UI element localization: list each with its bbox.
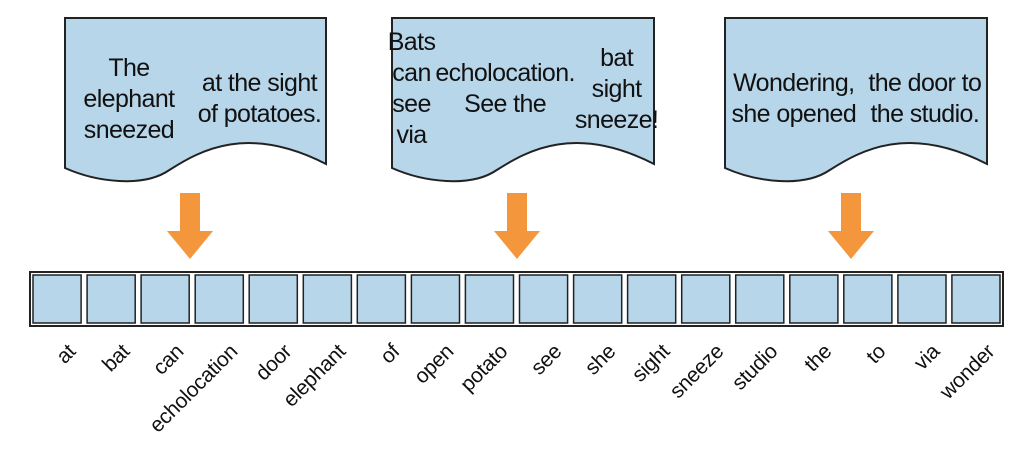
vocabulary-vector-frame xyxy=(29,271,1004,327)
document-text-3: Wondering, she opened the door to the stu… xyxy=(725,22,987,148)
vocabulary-cell-elephant xyxy=(302,274,353,324)
document-line: Bats can see via xyxy=(387,28,436,149)
vocabulary-cell-via xyxy=(897,274,947,324)
vocabulary-cell-door xyxy=(248,274,299,324)
document-line: echolocation. See the xyxy=(435,59,575,118)
vocabulary-cell-studio xyxy=(734,274,785,324)
vocabulary-cell-open xyxy=(410,274,461,324)
vocabulary-cell-wonder xyxy=(951,274,1001,324)
vocabulary-cell-of xyxy=(356,274,407,324)
document-line: bat sight sneeze! xyxy=(574,43,659,134)
document-line: the door to the studio. xyxy=(868,69,982,128)
document-line: at the sight of potatoes. xyxy=(197,69,322,128)
vocabulary-cell-sneeze xyxy=(680,274,731,324)
down-arrow-icon-2 xyxy=(494,193,540,259)
vocabulary-cell-see xyxy=(518,274,569,324)
vocabulary-cell-echolocation xyxy=(194,274,245,324)
vocabulary-cell-at xyxy=(32,274,82,324)
document-shape-2 xyxy=(391,17,655,183)
document-shape-1 xyxy=(64,17,327,183)
vocabulary-cell-to xyxy=(843,274,893,324)
document-shape-3 xyxy=(724,17,988,183)
document-text-1: The elephant sneezed at the sight of pota… xyxy=(65,22,326,148)
vocabulary-cell-sight xyxy=(626,274,677,324)
vocabulary-cell-she xyxy=(572,274,623,324)
vocabulary-cell-bat xyxy=(86,274,136,324)
vocabulary-cell-potato xyxy=(464,274,515,324)
down-arrow-icon-3 xyxy=(828,193,874,259)
document-text-2: Bats can see via echolocation. See the bat… xyxy=(388,22,659,149)
document-line: Wondering, she opened xyxy=(731,69,857,128)
down-arrow-icon-1 xyxy=(167,193,213,259)
document-line: The elephant sneezed xyxy=(83,53,175,144)
vocabulary-cell-can xyxy=(140,274,190,324)
vocabulary-cell-the xyxy=(789,274,839,324)
